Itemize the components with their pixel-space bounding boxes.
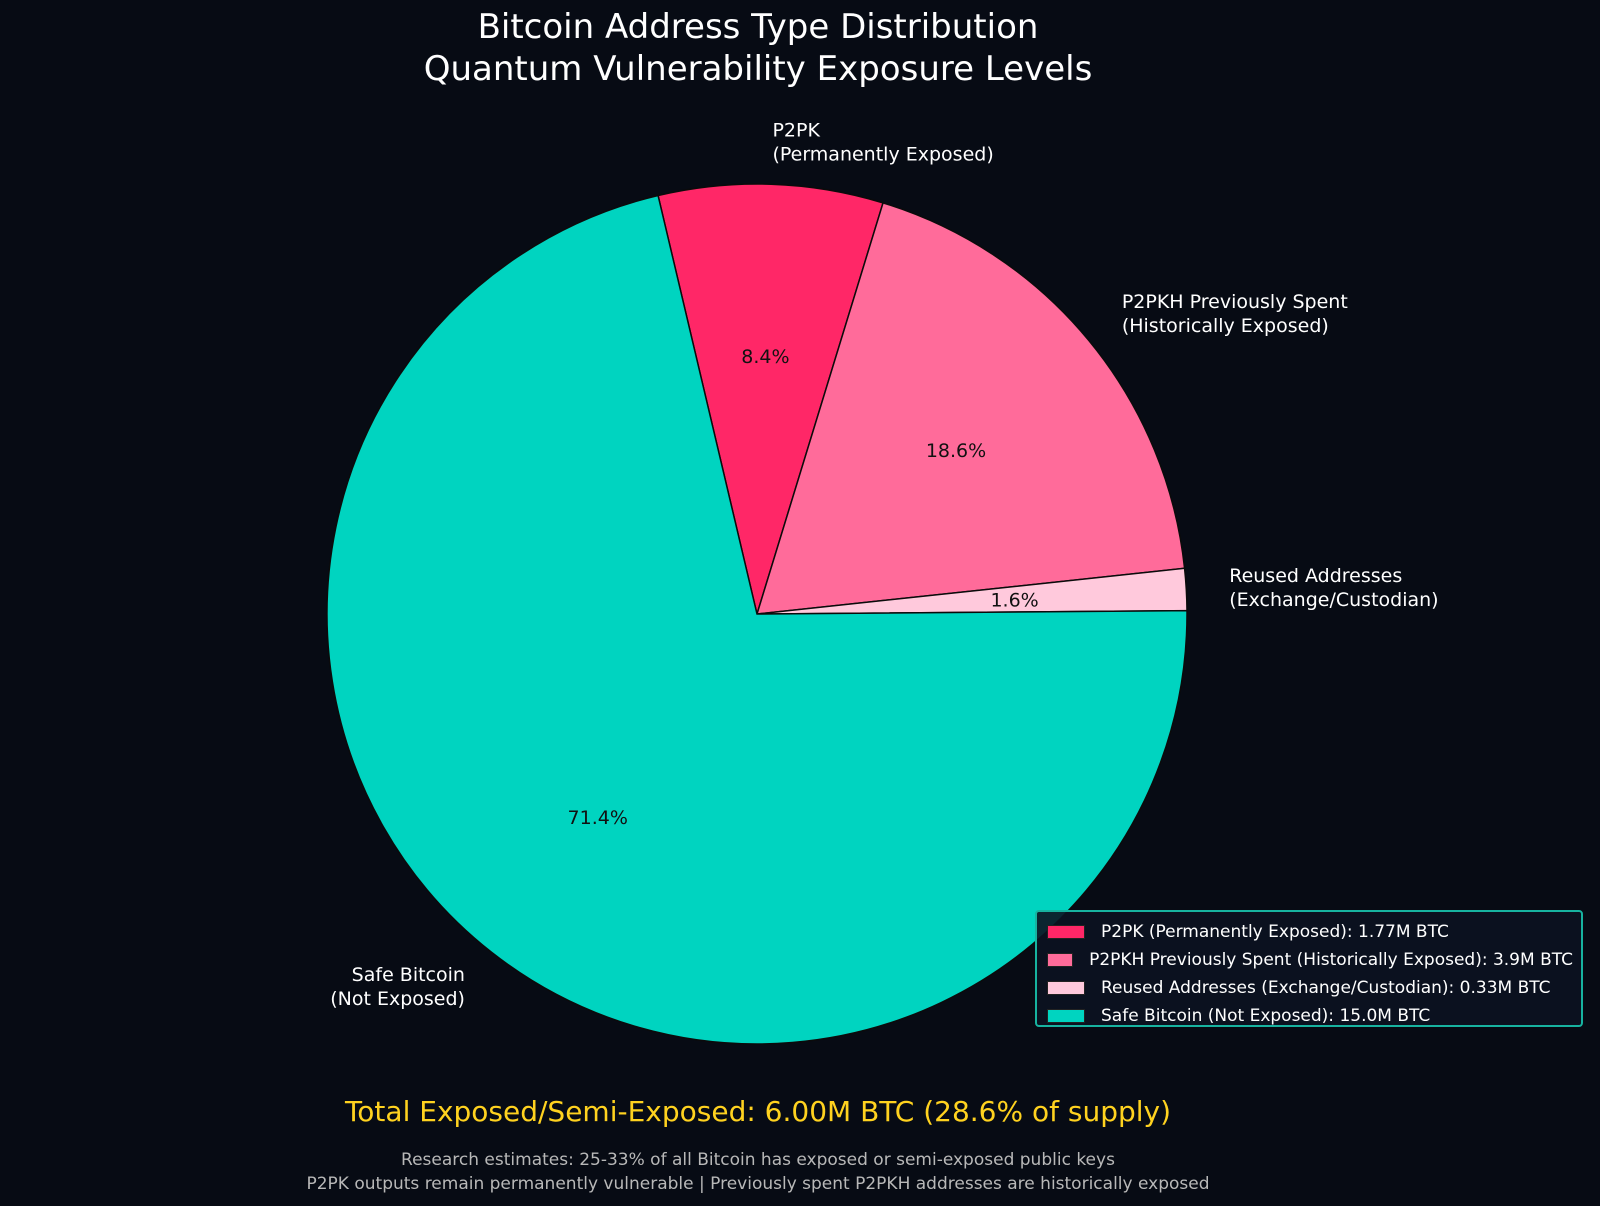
slice-label-reused: (Exchange/Custodian) [1229, 589, 1438, 611]
chart-title-line-2: Quantum Vulnerability Exposure Levels [423, 49, 1093, 89]
pct-label-p2pk: 8.4% [741, 346, 789, 368]
slice-label-p2pkh: P2PKH Previously Spent [1122, 291, 1348, 313]
pct-label-reused: 1.6% [990, 589, 1038, 611]
pct-label-safe: 71.4% [568, 807, 628, 829]
legend-swatch [1047, 981, 1085, 995]
legend-item-safe: Safe Bitcoin (Not Exposed): 15.0M BTC [1045, 1002, 1573, 1030]
slice-label-safe: Safe Bitcoin [352, 964, 465, 986]
pie-slice-safe [326, 194, 1188, 1045]
slice-label-p2pk: (Permanently Exposed) [772, 143, 993, 165]
pie-labels: 8.4% P2PK(Permanently Exposed) 18.6% P2PKH … [330, 119, 1438, 1010]
pie-slice-p2pkh [755, 201, 1186, 615]
pie-slice-p2pk [657, 183, 884, 617]
legend-item-p2pk: P2PK (Permanently Exposed): 1.77M BTC [1045, 918, 1573, 946]
slice-label-p2pkh: (Historically Exposed) [1122, 315, 1329, 337]
pie-slices [326, 183, 1188, 1045]
chart-title-line-1: Bitcoin Address Type Distribution [477, 7, 1039, 47]
legend-label: P2PKH Previously Spent (Historically Exp… [1089, 950, 1573, 970]
legend-label: Reused Addresses (Exchange/Custodian): 0… [1101, 978, 1551, 998]
legend-label: Safe Bitcoin (Not Exposed): 15.0M BTC [1101, 1006, 1431, 1026]
legend-swatch [1047, 1009, 1085, 1023]
pct-label-p2pkh: 18.6% [926, 440, 986, 462]
total-exposed-summary: Total Exposed/Semi-Exposed: 6.00M BTC (2… [344, 1095, 1172, 1128]
legend-item-p2pkh: P2PKH Previously Spent (Historically Exp… [1045, 946, 1573, 974]
legend: P2PK (Permanently Exposed): 1.77M BTC P2… [1035, 910, 1583, 1027]
research-note: Research estimates: 25-33% of all Bitcoi… [401, 1150, 1115, 1170]
legend-swatch [1047, 925, 1085, 939]
slice-label-p2pk: P2PK [772, 119, 820, 141]
legend-label: P2PK (Permanently Exposed): 1.77M BTC [1101, 922, 1449, 942]
legend-item-reused: Reused Addresses (Exchange/Custodian): 0… [1045, 974, 1573, 1002]
legend-swatch [1047, 953, 1074, 967]
slice-label-reused: Reused Addresses [1229, 565, 1402, 587]
chart-title: Bitcoin Address Type Distribution Quantu… [0, 6, 1516, 90]
vulnerability-note: P2PK outputs remain permanently vulnerab… [306, 1174, 1210, 1194]
slice-label-safe: (Not Exposed) [330, 988, 465, 1010]
